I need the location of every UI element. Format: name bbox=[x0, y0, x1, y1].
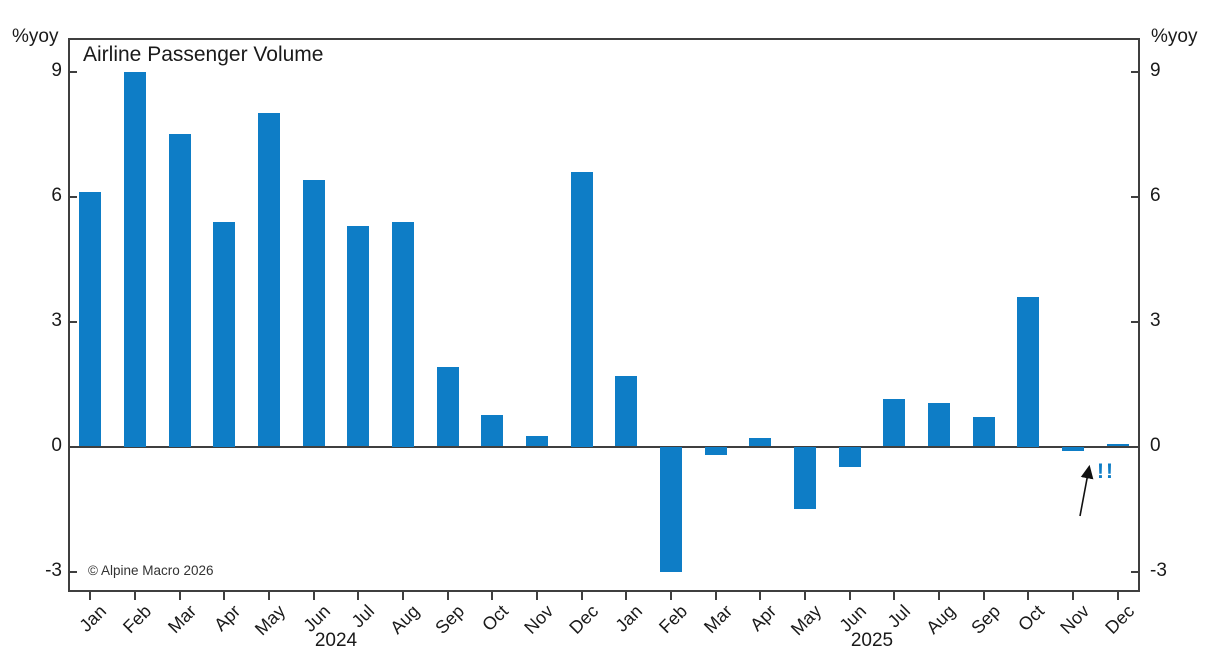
x-tick-label-sep-2025: Sep bbox=[967, 601, 1004, 638]
x-tick-label-nov-2024: Nov bbox=[520, 601, 558, 638]
bar-jul-2025 bbox=[883, 398, 906, 447]
x-tick-label-mar-2024: Mar bbox=[163, 601, 200, 638]
left-axis-unit-label: %yoy bbox=[12, 26, 59, 47]
y-tick-label-right-3: 3 bbox=[1150, 309, 1161, 331]
x-tick-sep-2025 bbox=[982, 592, 985, 600]
bar-jul-2024 bbox=[347, 225, 370, 447]
bar-sep-2025 bbox=[972, 417, 995, 447]
y-tick-right-0 bbox=[1131, 445, 1140, 448]
bar-aug-2024 bbox=[392, 221, 414, 447]
bar-oct-2025 bbox=[1017, 296, 1040, 447]
x-tick-label-nov-2025: Nov bbox=[1056, 601, 1094, 638]
x-tick-label-jan-2024: Jan bbox=[75, 601, 111, 636]
x-tick-feb-2025 bbox=[670, 592, 672, 600]
x-tick-apr-2024 bbox=[223, 592, 226, 600]
x-tick-aug-2025 bbox=[938, 592, 940, 600]
bar-mar-2024 bbox=[168, 134, 191, 447]
y-tick-label-left--3: -3 bbox=[45, 559, 62, 581]
y-tick-label-right-6: 6 bbox=[1150, 184, 1161, 206]
chart-title: Airline Passenger Volume bbox=[83, 43, 324, 66]
y-tick-label-left-9: 9 bbox=[51, 59, 62, 81]
x-year-label-2025: 2025 bbox=[850, 630, 894, 651]
x-tick-jun-2024 bbox=[312, 592, 315, 600]
x-tick-label-may-2025: May bbox=[786, 601, 826, 640]
plot-area: Airline Passenger Volume © Alpine Macro … bbox=[68, 38, 1140, 592]
bar-jan-2024 bbox=[79, 192, 102, 447]
x-tick-apr-2025 bbox=[759, 592, 762, 600]
y-tick-right--3 bbox=[1131, 570, 1140, 573]
x-tick-mar-2025 bbox=[714, 592, 717, 600]
x-tick-nov-2025 bbox=[1072, 592, 1074, 600]
bar-jun-2024 bbox=[302, 179, 325, 447]
y-tick-label-right--3: -3 bbox=[1150, 559, 1167, 581]
bar-feb-2025 bbox=[660, 446, 682, 572]
x-tick-label-dec-2025: Dec bbox=[1101, 601, 1138, 638]
x-tick-nov-2024 bbox=[536, 592, 538, 600]
y-tick-left-0 bbox=[68, 445, 77, 448]
y-tick-label-left-6: 6 bbox=[51, 184, 62, 206]
annotation-exclamation: !! bbox=[1097, 460, 1115, 483]
y-tick-left--3 bbox=[68, 570, 77, 573]
bar-may-2025 bbox=[794, 446, 816, 509]
y-tick-right-9 bbox=[1131, 70, 1140, 73]
bar-nov-2024 bbox=[526, 436, 548, 447]
bar-dec-2025 bbox=[1106, 444, 1129, 447]
bar-dec-2024 bbox=[570, 171, 593, 447]
x-tick-label-jan-2025: Jan bbox=[611, 601, 647, 636]
x-tick-label-feb-2024: Feb bbox=[119, 601, 156, 638]
x-tick-label-oct-2025: Oct bbox=[1014, 601, 1049, 635]
bar-apr-2025 bbox=[749, 438, 772, 447]
bar-mar-2025 bbox=[704, 446, 727, 455]
bar-may-2024 bbox=[258, 113, 280, 447]
x-tick-oct-2024 bbox=[491, 592, 494, 600]
x-tick-jul-2024 bbox=[357, 592, 360, 600]
y-tick-left-6 bbox=[68, 195, 77, 198]
bar-sep-2024 bbox=[436, 367, 459, 447]
bar-nov-2025 bbox=[1062, 446, 1084, 451]
y-tick-label-left-3: 3 bbox=[51, 309, 62, 331]
bar-oct-2024 bbox=[481, 415, 504, 447]
y-tick-right-3 bbox=[1131, 320, 1140, 323]
x-tick-dec-2024 bbox=[580, 592, 583, 600]
x-tick-jul-2025 bbox=[893, 592, 896, 600]
x-tick-label-apr-2025: Apr bbox=[746, 601, 781, 635]
x-tick-oct-2025 bbox=[1027, 592, 1030, 600]
bar-apr-2024 bbox=[213, 221, 236, 447]
x-tick-may-2024 bbox=[268, 592, 270, 600]
bar-jan-2025 bbox=[615, 375, 638, 447]
x-tick-label-sep-2024: Sep bbox=[431, 601, 468, 638]
y-tick-label-right-0: 0 bbox=[1150, 434, 1161, 456]
x-tick-feb-2024 bbox=[134, 592, 136, 600]
x-tick-mar-2024 bbox=[178, 592, 181, 600]
x-tick-jan-2024 bbox=[89, 592, 92, 600]
x-tick-label-dec-2024: Dec bbox=[565, 601, 602, 638]
y-tick-right-6 bbox=[1131, 195, 1140, 198]
annotation-arrow-icon bbox=[1079, 464, 1094, 517]
zero-baseline bbox=[68, 445, 1140, 448]
y-tick-left-3 bbox=[68, 320, 77, 323]
x-tick-may-2025 bbox=[804, 592, 806, 600]
bar-feb-2024 bbox=[124, 71, 146, 447]
x-tick-label-oct-2024: Oct bbox=[478, 601, 513, 635]
x-year-label-2024: 2024 bbox=[314, 630, 358, 651]
x-tick-dec-2025 bbox=[1116, 592, 1119, 600]
y-tick-label-right-9: 9 bbox=[1150, 59, 1161, 81]
x-tick-jun-2025 bbox=[848, 592, 851, 600]
bar-jun-2025 bbox=[838, 446, 861, 468]
x-tick-sep-2024 bbox=[446, 592, 449, 600]
y-tick-left-9 bbox=[68, 70, 77, 73]
x-tick-label-mar-2025: Mar bbox=[699, 601, 736, 638]
bar-aug-2025 bbox=[928, 402, 950, 447]
y-tick-label-left-0: 0 bbox=[51, 434, 62, 456]
right-axis-unit-label: %yoy bbox=[1151, 26, 1198, 47]
x-tick-label-feb-2025: Feb bbox=[655, 601, 692, 638]
x-tick-label-apr-2024: Apr bbox=[210, 601, 245, 635]
x-tick-label-may-2024: May bbox=[250, 601, 290, 640]
copyright-watermark: © Alpine Macro 2026 bbox=[88, 563, 214, 578]
x-tick-jan-2025 bbox=[625, 592, 628, 600]
x-tick-aug-2024 bbox=[402, 592, 404, 600]
